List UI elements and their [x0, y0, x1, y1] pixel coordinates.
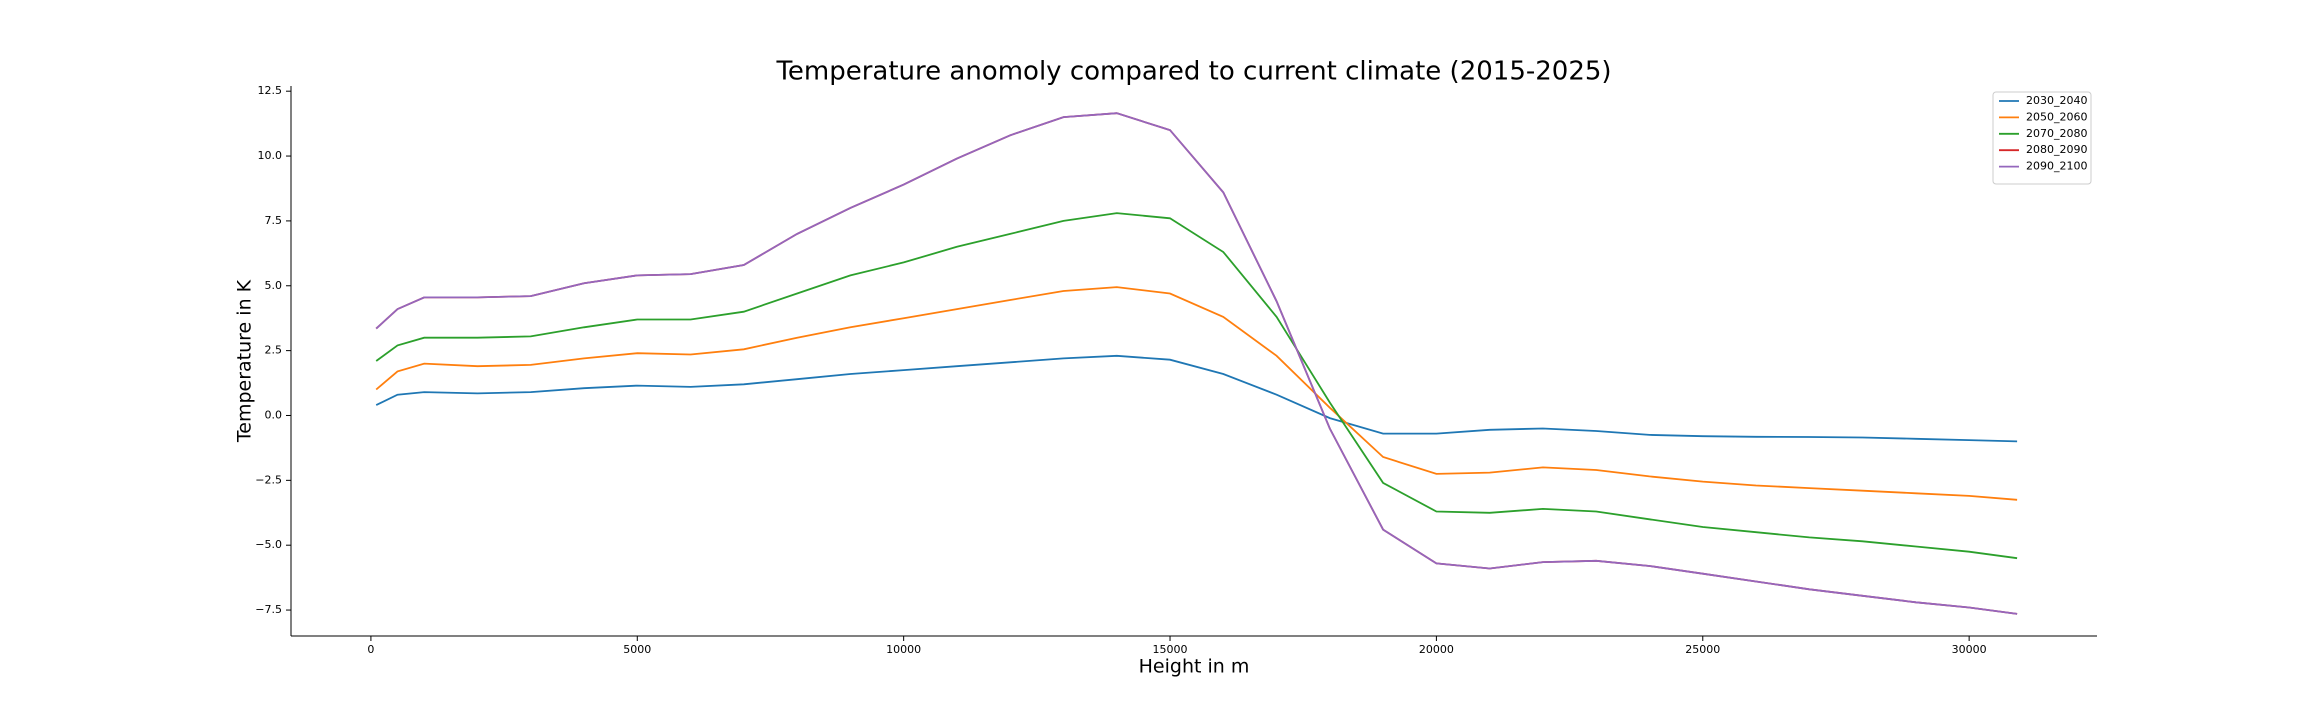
y-tick-label: 2.5 — [265, 344, 283, 357]
legend-label: 2080_2090 — [2026, 143, 2088, 156]
series-line — [375, 354, 2018, 443]
x-tick-label: 30000 — [1952, 643, 1987, 656]
y-axis-label: Temperature in K — [234, 279, 256, 443]
y-tick-label: −2.5 — [255, 473, 282, 486]
y-tick-label: 5.0 — [265, 279, 283, 292]
series-line — [375, 286, 2018, 501]
legend-label: 2090_2100 — [2026, 160, 2088, 173]
y-tick-label: 10.0 — [258, 149, 283, 162]
x-tick-label: 10000 — [886, 643, 921, 656]
series-line — [375, 112, 2018, 615]
y-tick-label: 12.5 — [258, 84, 283, 97]
x-tick-label: 5000 — [623, 643, 651, 656]
x-tick-label: 15000 — [1153, 643, 1188, 656]
legend-box — [1992, 91, 2092, 185]
x-axis-label: Height in m — [1139, 656, 1250, 678]
legend-label: 2070_2080 — [2026, 127, 2088, 140]
x-tick-label: 0 — [367, 643, 374, 656]
y-tick-label: −5.0 — [255, 538, 282, 551]
chart-title: Temperature anomoly compared to current … — [775, 57, 1611, 87]
series-line — [375, 112, 2018, 615]
legend-label: 2030_2040 — [2026, 94, 2088, 107]
y-tick-label: 7.5 — [265, 214, 283, 227]
y-tick-label: 0.0 — [265, 408, 283, 421]
x-tick-label: 20000 — [1419, 643, 1454, 656]
series-line — [375, 212, 2018, 560]
x-tick-label: 25000 — [1685, 643, 1720, 656]
y-tick-label: −7.5 — [255, 603, 282, 616]
legend-label: 2050_2060 — [2026, 110, 2088, 123]
